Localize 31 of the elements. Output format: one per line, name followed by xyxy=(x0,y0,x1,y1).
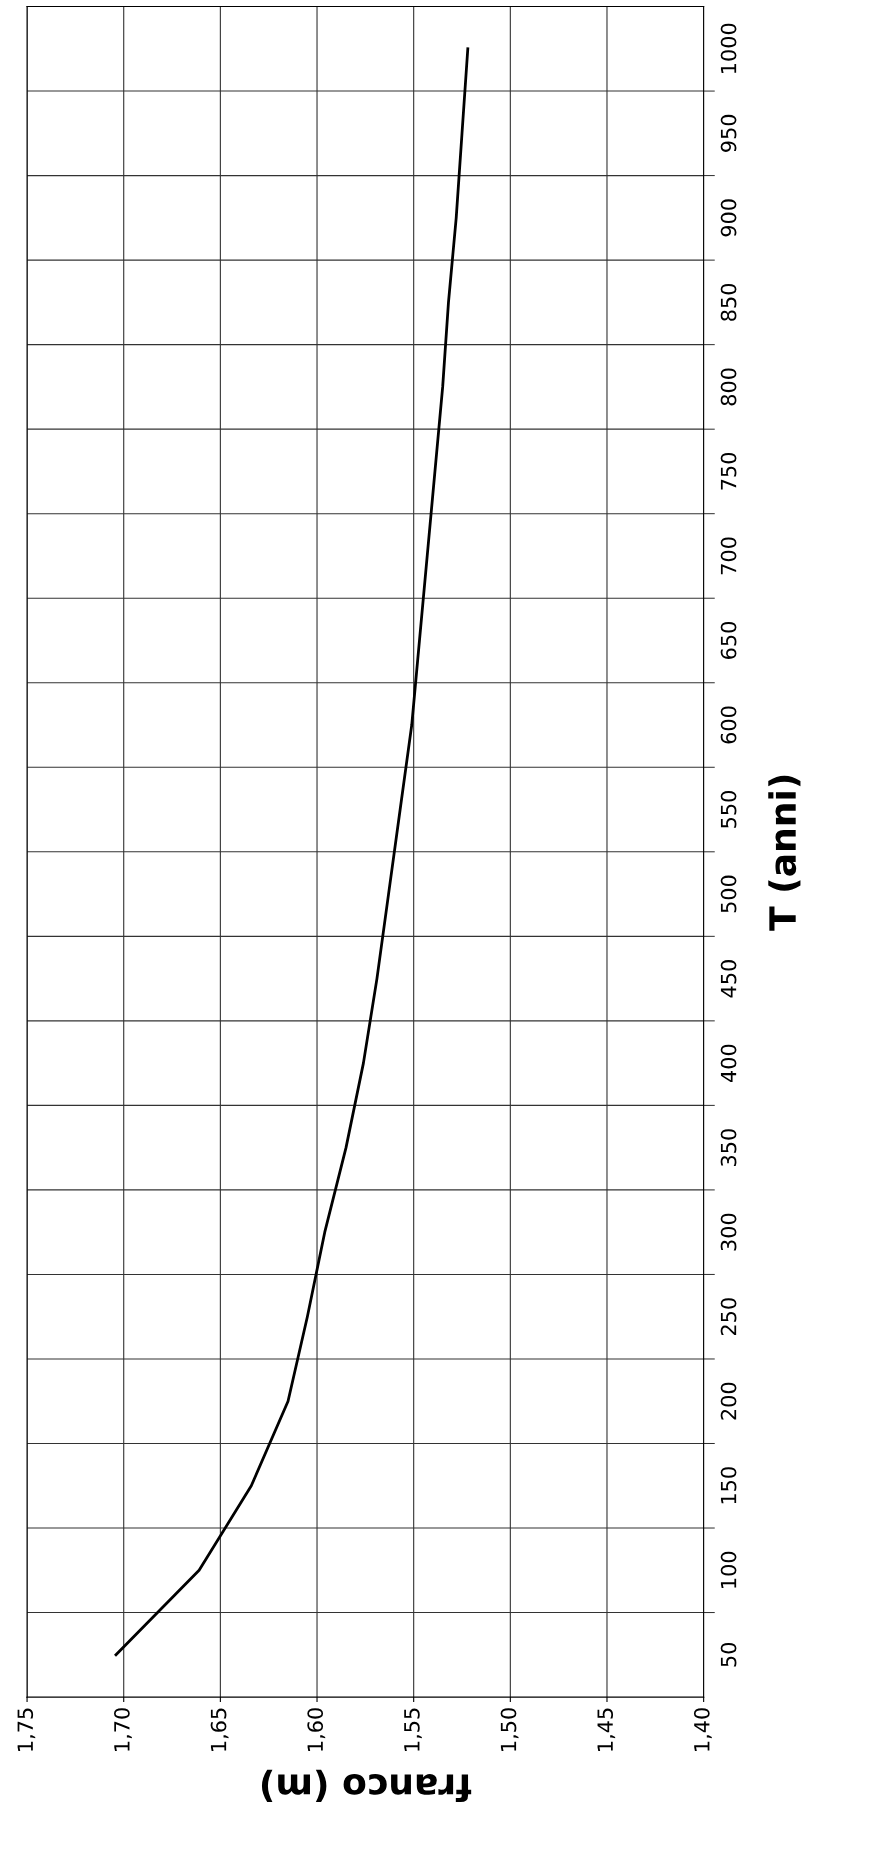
y-tick-label: 550 xyxy=(720,791,737,828)
y-tick-label: 700 xyxy=(720,537,737,575)
y-axis-title: T (anni) xyxy=(768,775,801,931)
x-tick-label: 1,65 xyxy=(210,1708,229,1751)
x-tick-label: 1,60 xyxy=(307,1708,326,1751)
y-tick-label: 450 xyxy=(720,960,737,998)
y-tick-label: 300 xyxy=(720,1213,737,1251)
y-tick-label: 1000 xyxy=(720,23,737,74)
x-tick-label: 1,55 xyxy=(404,1708,422,1751)
y-tick-label: 950 xyxy=(720,114,737,152)
y-tick-label: 600 xyxy=(720,706,737,744)
y-tick-label: 150 xyxy=(720,1467,737,1504)
x-tick-label: 1,70 xyxy=(114,1708,132,1751)
y-tick-label: 500 xyxy=(720,875,737,913)
line-series xyxy=(114,47,470,1657)
x-tick-label: 1,50 xyxy=(500,1708,519,1751)
x-tick-label: 1,75 xyxy=(17,1708,36,1751)
y-tick-label: 900 xyxy=(720,199,737,237)
y-tick-label: 850 xyxy=(720,283,737,321)
x-tick-label: 1,40 xyxy=(693,1708,712,1751)
y-tick-label: 800 xyxy=(720,368,737,406)
x-axis-title: franco (m) xyxy=(261,1769,472,1803)
y-tick-label: 350 xyxy=(720,1129,737,1166)
y-tick-label: 650 xyxy=(720,621,737,659)
y-tick-label: 200 xyxy=(720,1382,737,1420)
y-tick-label: 400 xyxy=(720,1044,737,1082)
y-tick-label: 100 xyxy=(720,1551,737,1588)
x-tick-label: 1,45 xyxy=(597,1708,616,1751)
y-tick-label: 50 xyxy=(720,1642,737,1667)
y-tick-label: 250 xyxy=(720,1298,737,1336)
y-tick-label: 750 xyxy=(720,452,737,490)
